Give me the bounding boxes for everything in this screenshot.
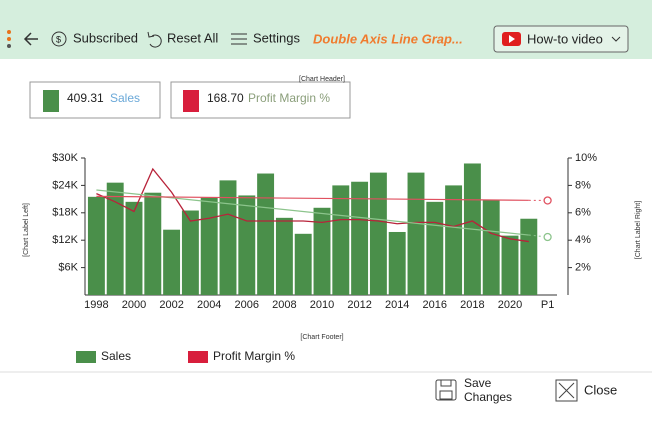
chart-header[interactable]: [Chart Header] xyxy=(299,76,345,83)
summary-name: Sales xyxy=(110,91,140,105)
chart-footer[interactable]: [Chart Footer] xyxy=(300,334,343,341)
x-tick-label: 2010 xyxy=(310,299,334,311)
x-tick-label: 2020 xyxy=(498,299,522,311)
y-tick-label: $18K xyxy=(52,207,78,219)
bar xyxy=(200,197,218,295)
x-tick-label: 2006 xyxy=(235,299,259,311)
summary-swatch xyxy=(43,90,59,112)
subscribed[interactable]: Subscribed xyxy=(73,30,138,45)
bar xyxy=(313,207,331,295)
bar xyxy=(144,192,162,295)
y-tick-label: $12K xyxy=(52,234,78,246)
save[interactable]: Save xyxy=(464,376,492,390)
bar xyxy=(426,201,444,295)
page-title: Double Axis Line Grap... xyxy=(313,31,463,46)
summary-value: 168.70 xyxy=(207,91,244,105)
bar xyxy=(181,210,199,295)
bar xyxy=(106,182,124,295)
label-left[interactable]: [Chart Label Left] xyxy=(23,203,30,257)
dollar: $ xyxy=(56,34,61,44)
bar xyxy=(87,196,105,295)
bar xyxy=(332,185,350,295)
bar xyxy=(445,185,463,295)
reset-all[interactable]: Reset All xyxy=(167,30,218,45)
y2-tick-label: 8% xyxy=(575,179,591,191)
y2-tick-label: 6% xyxy=(575,207,591,219)
line xyxy=(96,167,529,243)
summary-swatch xyxy=(183,90,199,112)
y-tick-label: $6K xyxy=(58,262,78,274)
x-tick-label: 2016 xyxy=(423,299,447,311)
x-tick-label: 2012 xyxy=(347,299,371,311)
bar xyxy=(294,233,312,295)
x-tick-label: 2004 xyxy=(197,299,221,311)
bar xyxy=(163,229,181,295)
summary-value: 409.31 xyxy=(67,91,104,105)
trend-line xyxy=(96,195,529,201)
bar xyxy=(238,195,256,295)
x-tick-label: 2002 xyxy=(159,299,183,311)
close[interactable]: Close xyxy=(584,382,617,397)
bar xyxy=(482,199,500,295)
y-tick-label: $30K xyxy=(52,152,78,164)
y-tick-label: $24K xyxy=(52,179,78,191)
subscribed-icon xyxy=(51,31,67,47)
save-icon[interactable] xyxy=(435,379,457,401)
bar xyxy=(125,201,143,295)
bar xyxy=(407,172,425,295)
bar xyxy=(501,235,519,295)
summary-box xyxy=(170,81,351,119)
close-icon[interactable] xyxy=(555,379,578,402)
summary-name: Profit Margin % xyxy=(248,91,330,105)
x-tick-label: 2000 xyxy=(122,299,146,311)
bar xyxy=(388,231,406,295)
bar xyxy=(219,180,237,295)
legend-swatch xyxy=(188,351,208,363)
bar xyxy=(257,173,275,295)
x-tick-label: 2008 xyxy=(272,299,296,311)
x-tick-label: 2014 xyxy=(385,299,409,311)
bar xyxy=(520,218,538,295)
y2-tick-label: 2% xyxy=(575,262,591,274)
settings[interactable]: Settings xyxy=(253,30,300,45)
menu-dots[interactable] xyxy=(7,30,11,48)
trend-end xyxy=(543,196,552,205)
x-tick-label: 2018 xyxy=(460,299,484,311)
legend-label: Sales xyxy=(101,349,131,363)
y2-tick-label: 4% xyxy=(575,234,591,246)
play xyxy=(509,35,515,43)
legend-swatch xyxy=(76,351,96,363)
bar xyxy=(275,217,293,295)
settings-icon xyxy=(231,33,247,45)
x-tick-label: P1 xyxy=(541,299,554,311)
bar xyxy=(351,181,369,295)
bar xyxy=(369,172,387,295)
x-tick-label: 1998 xyxy=(84,299,108,311)
y2-tick-label: 10% xyxy=(575,152,597,164)
trend-end xyxy=(543,232,552,242)
save[interactable]: Changes xyxy=(464,390,512,404)
chevron xyxy=(611,36,621,42)
video-button[interactable] xyxy=(493,25,629,53)
video-label[interactable]: How-to video xyxy=(527,31,603,46)
legend-label: Profit Margin % xyxy=(213,349,295,363)
back[interactable] xyxy=(23,32,38,46)
reset-icon xyxy=(147,31,162,48)
label-right[interactable]: [Chart Label Right] xyxy=(635,201,642,259)
